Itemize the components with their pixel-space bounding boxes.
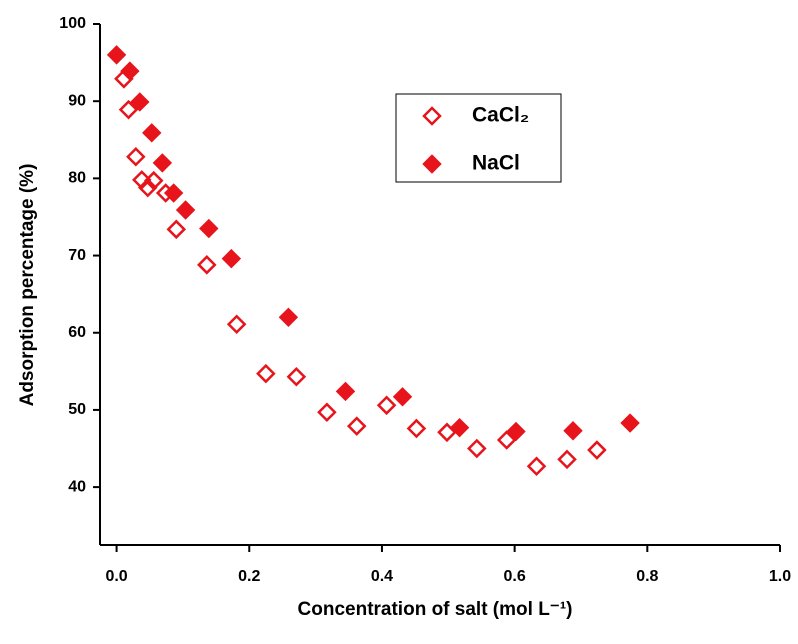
y-tick-label: 60 bbox=[68, 324, 86, 341]
point bbox=[221, 248, 242, 269]
point bbox=[346, 416, 367, 436]
point bbox=[467, 438, 487, 459]
point bbox=[130, 92, 150, 112]
point bbox=[286, 366, 307, 387]
point bbox=[126, 146, 146, 167]
point bbox=[317, 402, 337, 423]
point bbox=[376, 395, 397, 416]
y-axis-label: Adsorption percentage (%) bbox=[17, 164, 38, 407]
legend-label: CaCl₂ bbox=[472, 104, 529, 127]
x-tick-label: 1.0 bbox=[769, 568, 791, 585]
point bbox=[120, 61, 140, 81]
point bbox=[199, 218, 219, 239]
y-tick-label: 50 bbox=[68, 401, 86, 418]
legend-label: NaCl bbox=[472, 152, 520, 175]
point bbox=[496, 430, 517, 450]
point bbox=[142, 123, 162, 143]
y-tick-label: 90 bbox=[68, 92, 86, 109]
point bbox=[587, 440, 607, 460]
y-tick-label: 100 bbox=[59, 15, 86, 32]
x-tick-label: 0.0 bbox=[105, 568, 127, 585]
y-tick-label: 40 bbox=[68, 478, 86, 495]
point bbox=[143, 170, 164, 191]
point bbox=[175, 200, 196, 220]
point bbox=[106, 45, 127, 65]
point bbox=[620, 413, 640, 433]
x-tick-label: 0.2 bbox=[238, 568, 260, 585]
point bbox=[449, 417, 470, 438]
point bbox=[226, 314, 247, 335]
point bbox=[406, 418, 427, 439]
point bbox=[563, 421, 583, 441]
x-tick-label: 0.4 bbox=[371, 568, 393, 585]
point bbox=[506, 421, 526, 442]
point bbox=[166, 219, 187, 240]
point bbox=[118, 99, 139, 120]
point bbox=[137, 177, 158, 198]
point bbox=[278, 307, 299, 328]
point bbox=[256, 363, 276, 384]
point bbox=[526, 456, 547, 477]
point bbox=[335, 381, 356, 402]
legend-marker bbox=[422, 154, 442, 174]
point bbox=[163, 183, 184, 203]
x-axis-label: Concentration of salt (mol L⁻¹) bbox=[298, 599, 573, 620]
legend-box bbox=[395, 93, 562, 183]
point bbox=[197, 255, 217, 275]
legend-marker bbox=[422, 106, 442, 126]
x-tick-label: 0.6 bbox=[504, 568, 526, 585]
y-tick-label: 70 bbox=[68, 247, 86, 264]
x-tick-label: 0.8 bbox=[636, 568, 658, 585]
point bbox=[557, 449, 577, 470]
point bbox=[392, 387, 413, 407]
point bbox=[152, 153, 173, 173]
y-tick-label: 80 bbox=[68, 170, 86, 187]
